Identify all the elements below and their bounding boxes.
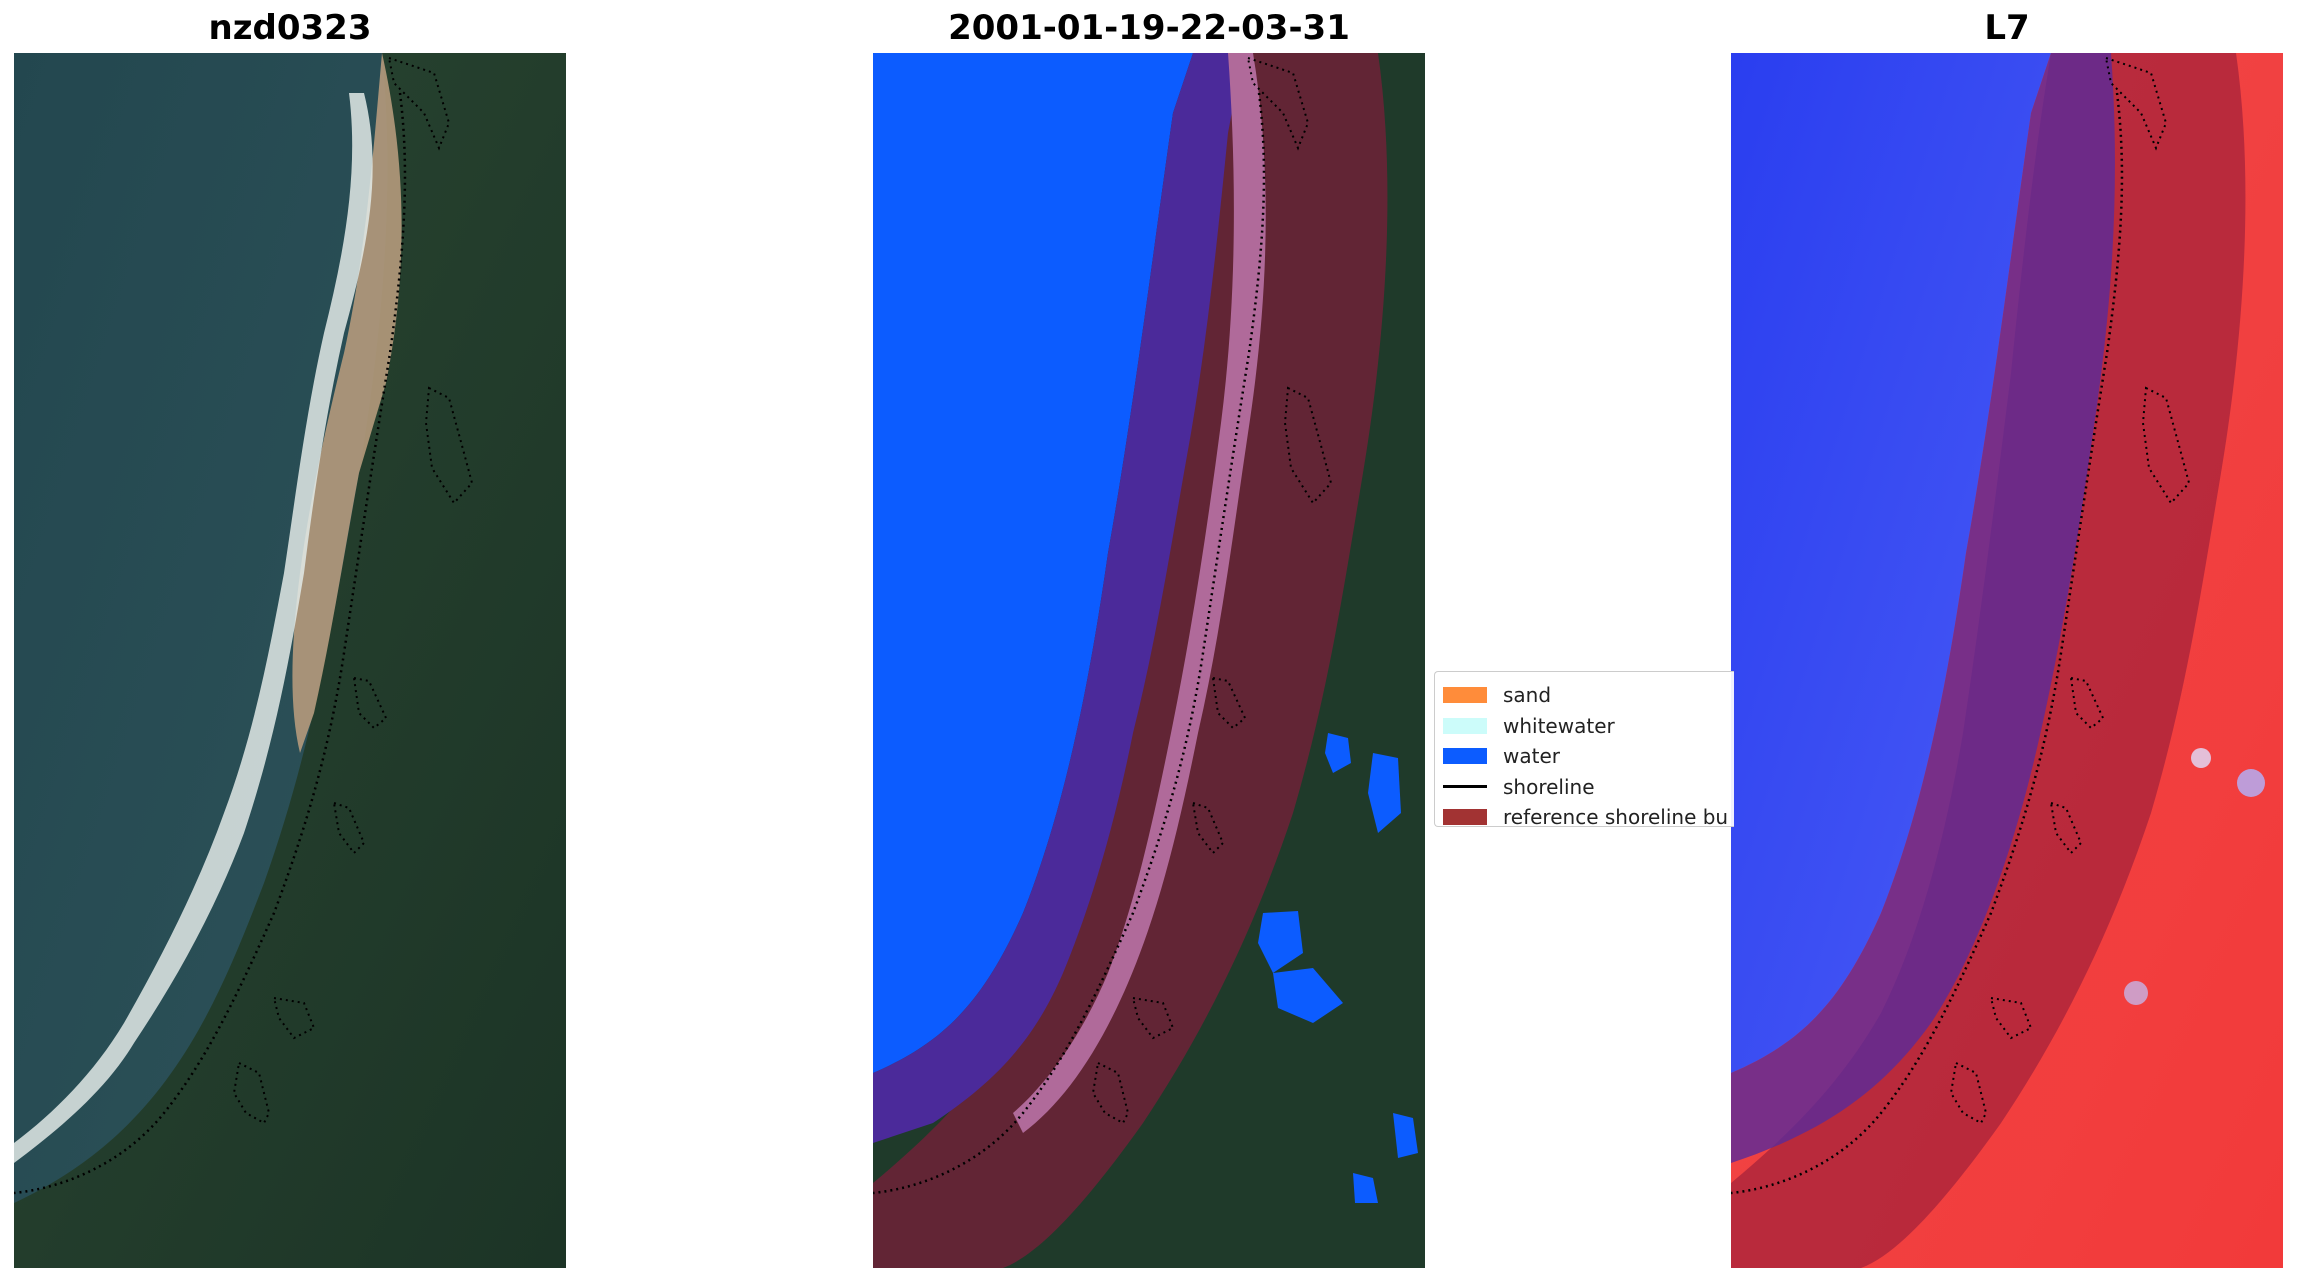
reference-polygon — [1191, 801, 1225, 855]
water-patch — [1325, 733, 1351, 773]
classified-image — [873, 53, 1425, 1268]
beach-strip — [292, 53, 402, 753]
water-swatch — [1443, 748, 1487, 765]
reference-polygon — [1283, 386, 1333, 505]
panel-title-image: nzd0323 — [208, 8, 372, 48]
light-spot — [2191, 748, 2211, 768]
water-patch — [1258, 911, 1303, 973]
reference-polygon — [424, 386, 474, 505]
reference-polygon — [332, 801, 366, 855]
light-spot — [2237, 769, 2265, 797]
shoreline-line-icon — [1443, 785, 1487, 789]
classified-water — [873, 53, 1193, 1073]
rgb-image — [14, 53, 566, 1268]
classified-image-panel — [873, 53, 1425, 1268]
shoreline-line — [873, 92, 1266, 1195]
reference-polygon — [2141, 386, 2191, 505]
reference-polygon — [1131, 996, 1175, 1040]
legend-label: sand — [1503, 683, 1552, 708]
reference-polygon — [1211, 676, 1247, 730]
reference-polygon — [1989, 996, 2033, 1040]
water-patch — [1353, 1173, 1378, 1203]
rgb-image-panel — [14, 53, 566, 1268]
legend-item-reference-buffer: reference shoreline bu — [1443, 802, 1734, 827]
water-patch — [1393, 1113, 1418, 1158]
legend: sand whitewater water shoreline referenc… — [1434, 671, 1734, 827]
panel-title-satellite: L7 — [1984, 8, 2030, 48]
sea-area — [14, 53, 388, 1203]
buffer-swatch — [1443, 809, 1487, 826]
reference-polygon — [352, 676, 388, 730]
legend-item-shoreline: shoreline — [1443, 772, 1734, 803]
legend-item-water: water — [1443, 741, 1734, 772]
index-image-panel — [1731, 53, 2283, 1268]
whitewater-swatch — [1443, 717, 1487, 734]
water-patch — [1273, 968, 1343, 1023]
reference-polygon — [2049, 801, 2083, 855]
legend-item-whitewater: whitewater — [1443, 711, 1734, 742]
buffer-water — [873, 53, 1243, 1143]
shoreline-line — [1731, 92, 2124, 1195]
reference-polygon — [272, 996, 316, 1040]
buffer-whitewater — [1013, 53, 1266, 1133]
reference-polygon — [387, 56, 451, 151]
light-spot — [2124, 981, 2148, 1005]
legend-label: reference shoreline bu — [1503, 805, 1729, 827]
sand-swatch — [1443, 687, 1487, 704]
index-image — [1731, 53, 2283, 1268]
legend-label: water — [1503, 744, 1560, 769]
reference-polygon — [2104, 56, 2168, 151]
buffer-water — [1731, 53, 2115, 1163]
reference-polygon — [2069, 676, 2105, 730]
shoreline-line — [14, 92, 407, 1195]
legend-item-sand: sand — [1443, 680, 1734, 711]
reference-polygon — [1246, 56, 1310, 151]
panel-title-date: 2001-01-19-22-03-31 — [948, 8, 1350, 48]
water-patch — [1368, 753, 1401, 833]
legend-label: whitewater — [1503, 713, 1615, 738]
index-water — [1731, 53, 2051, 1073]
legend-label: shoreline — [1503, 774, 1595, 799]
